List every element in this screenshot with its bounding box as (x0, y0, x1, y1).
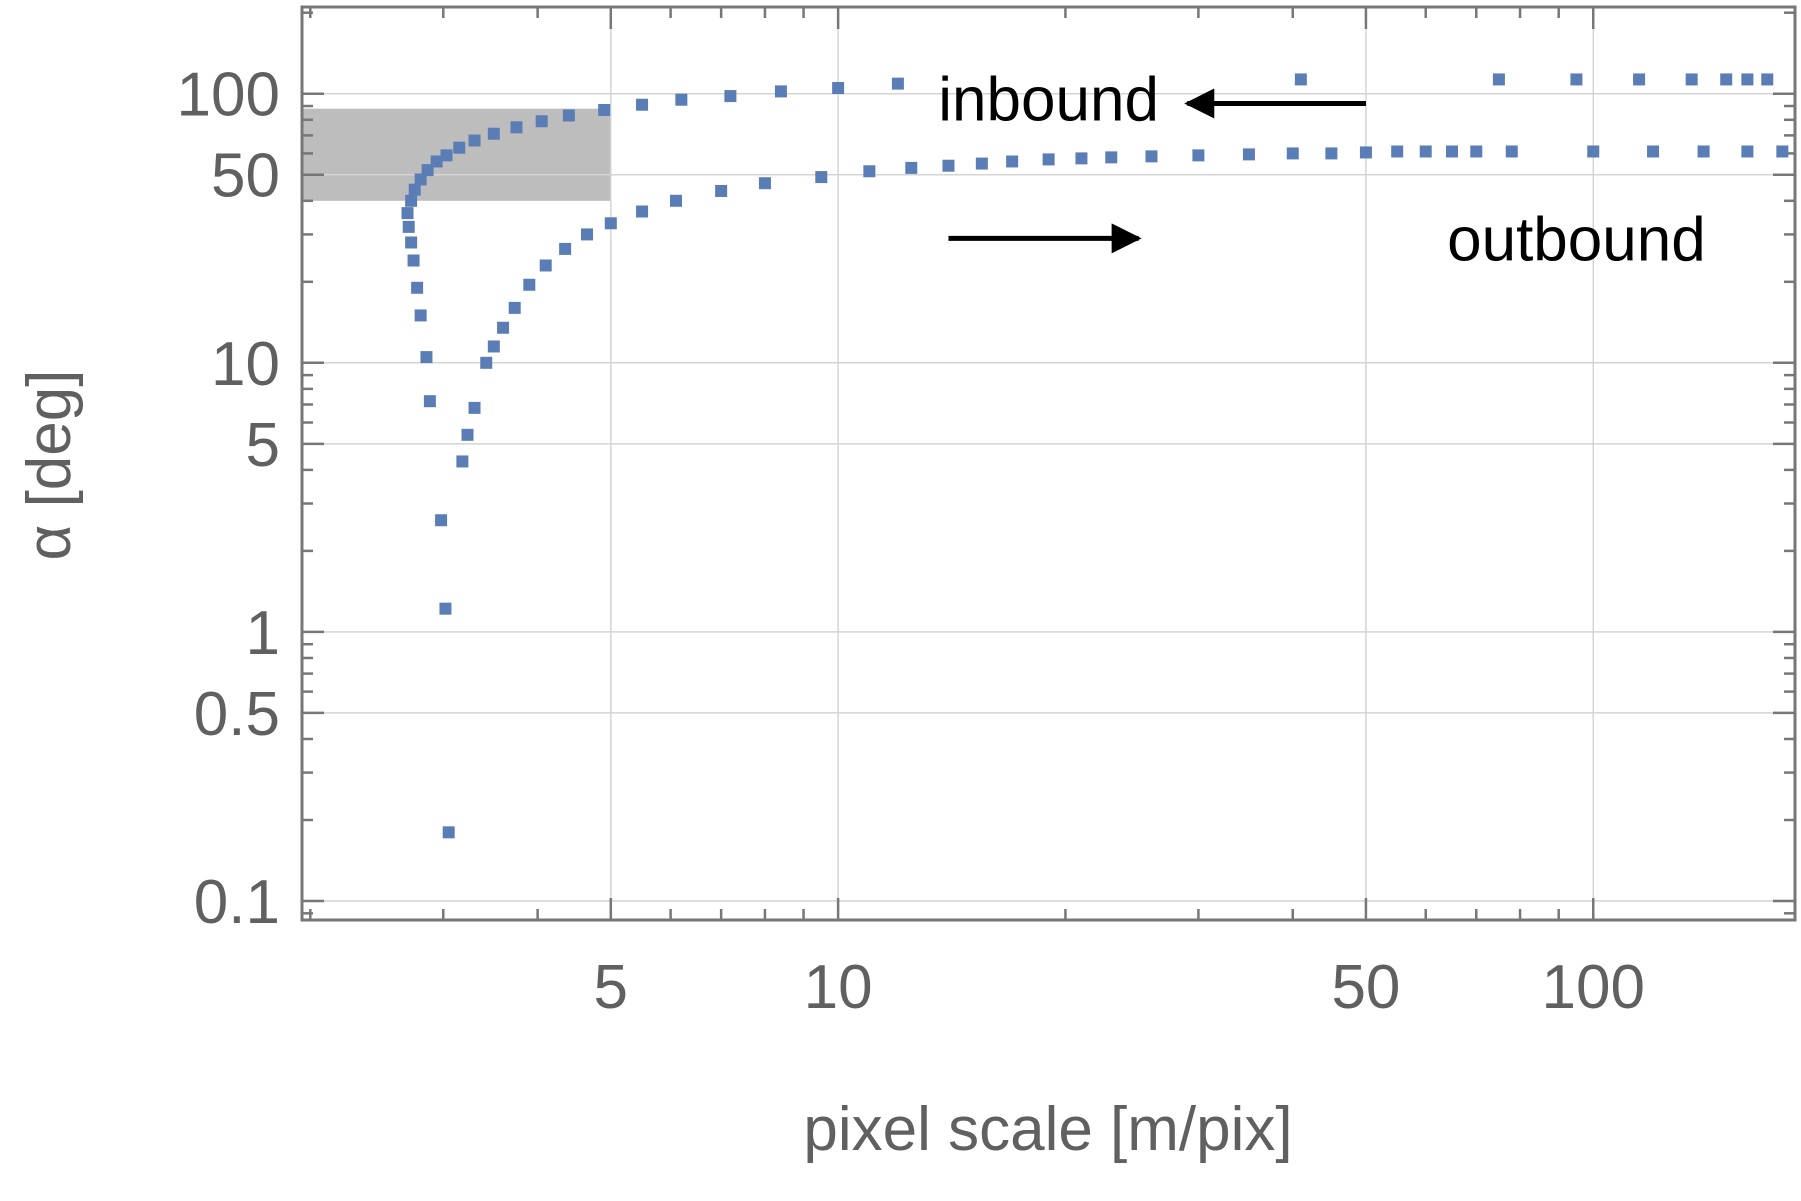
data-point (1720, 73, 1733, 86)
data-point (1419, 145, 1432, 158)
data-point (1242, 148, 1255, 161)
data-point (468, 401, 481, 414)
data-point (487, 340, 500, 353)
data-point (1105, 151, 1118, 164)
data-point (1192, 149, 1205, 162)
data-point (604, 217, 617, 230)
data-point (715, 184, 728, 197)
data-point (670, 194, 683, 207)
outbound-label: outbound (1447, 205, 1706, 274)
plot-frame (300, 5, 1797, 922)
data-point (539, 259, 552, 272)
data-point (863, 165, 876, 178)
data-point (523, 278, 536, 291)
data-point (905, 161, 918, 174)
y-tick-label: 100 (177, 61, 280, 130)
data-point (423, 395, 436, 408)
data-point (1325, 147, 1338, 160)
data-point (414, 173, 427, 186)
data-point (559, 242, 572, 255)
data-point (510, 121, 523, 134)
data-point (675, 93, 688, 106)
data-point (461, 428, 474, 441)
data-point (1633, 73, 1646, 86)
data-point (497, 321, 510, 334)
x-tick-label: 10 (804, 953, 873, 1022)
data-point (1470, 145, 1483, 158)
data-point (1286, 147, 1299, 160)
data-point (456, 455, 469, 468)
data-point (942, 159, 955, 172)
y-tick-label: 0.5 (194, 680, 280, 749)
data-point (1445, 145, 1458, 158)
inbound-label: inbound (938, 65, 1159, 134)
data-point (1391, 145, 1404, 158)
data-point (815, 171, 828, 184)
data-point (407, 254, 420, 267)
data-point (487, 127, 500, 140)
data-point (402, 220, 415, 233)
shaded-region (302, 108, 611, 201)
data-point (1761, 73, 1774, 86)
x-tick-label: 100 (1542, 953, 1645, 1022)
data-point (435, 514, 448, 527)
data-point (832, 82, 845, 95)
data-point (440, 149, 453, 162)
data-point (1359, 146, 1372, 159)
data-point (535, 115, 548, 128)
data-point (975, 157, 988, 170)
data-point (414, 309, 427, 322)
data-point (480, 356, 493, 369)
data-point (405, 194, 418, 207)
data-point (420, 351, 433, 364)
data-point (430, 155, 443, 168)
data-point (1587, 145, 1600, 158)
y-tick-label: 1 (246, 599, 280, 668)
x-tick-label: 5 (594, 953, 628, 1022)
data-point (758, 177, 771, 190)
data-point (411, 281, 424, 294)
data-point (636, 98, 649, 111)
data-point (1776, 145, 1789, 158)
y-tick-label: 50 (211, 142, 280, 211)
data-point (439, 602, 452, 615)
data-point (508, 301, 521, 314)
data-point (724, 90, 737, 103)
x-tick-label: 50 (1331, 953, 1400, 1022)
data-point (421, 164, 434, 177)
data-point (1075, 152, 1088, 165)
data-point (1505, 145, 1518, 158)
data-point (581, 228, 594, 241)
data-point (562, 109, 575, 122)
data-point (1741, 73, 1754, 86)
data-point (1685, 73, 1698, 86)
data-point (468, 134, 481, 147)
data-point (1145, 150, 1158, 163)
y-tick-label: 0.1 (194, 868, 280, 937)
data-point (408, 183, 421, 196)
data-point (1042, 153, 1055, 166)
data-point (774, 85, 787, 98)
y-tick-label: 5 (246, 411, 280, 480)
data-point (1492, 73, 1505, 86)
data-point (1006, 155, 1019, 168)
data-point (1294, 73, 1307, 86)
data-point (1697, 145, 1710, 158)
y-axis-title: α [deg] (15, 370, 84, 561)
data-point (1741, 145, 1754, 158)
data-point (1570, 73, 1583, 86)
data-point (405, 236, 418, 249)
y-tick-label: 10 (211, 330, 280, 399)
data-point (636, 205, 649, 218)
data-point (442, 826, 455, 839)
data-point (598, 103, 611, 116)
x-axis-title: pixel scale [m/pix] (803, 1095, 1292, 1164)
data-point (453, 141, 466, 154)
data-point (891, 77, 904, 90)
data-point (1647, 145, 1660, 158)
data-point (401, 207, 414, 220)
